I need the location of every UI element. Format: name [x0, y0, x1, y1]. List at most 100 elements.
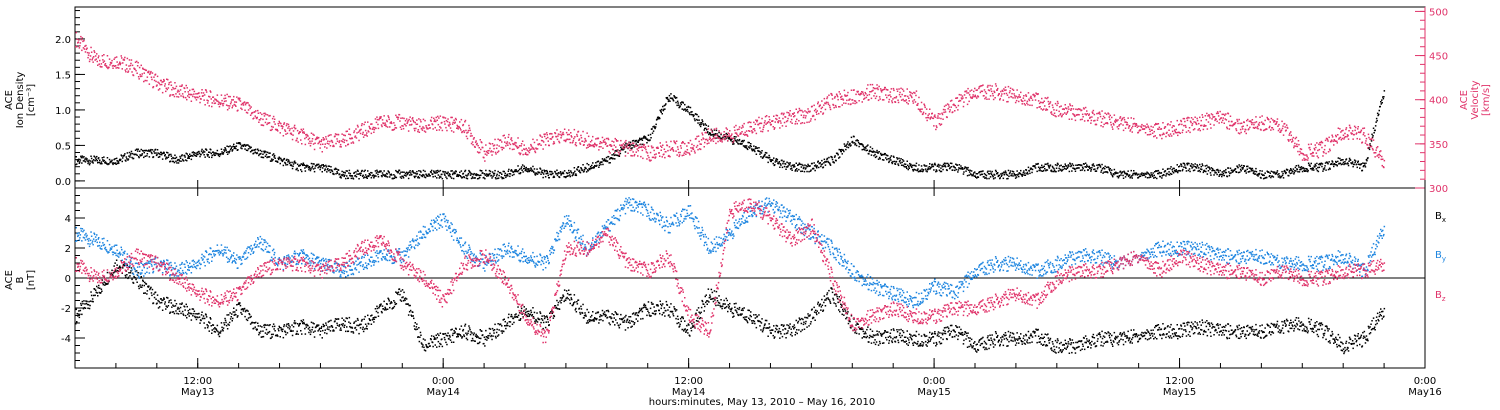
velocity-point	[170, 84, 173, 86]
velocity-point	[518, 145, 521, 147]
velocity-point	[1182, 117, 1185, 120]
velocity-point	[574, 136, 576, 138]
velocity-point	[127, 71, 129, 73]
velocity-point	[776, 114, 779, 117]
density-point	[327, 168, 329, 170]
density-point	[1186, 164, 1189, 166]
density-point	[613, 153, 615, 155]
velocity-point	[837, 98, 839, 101]
velocity-point	[930, 117, 932, 119]
velocity-point	[738, 128, 740, 130]
velocity-point	[152, 86, 154, 89]
density-point	[121, 155, 123, 157]
velocity-point	[158, 88, 161, 90]
density-point	[190, 155, 192, 157]
density-point	[407, 177, 410, 180]
velocity-point	[109, 64, 111, 66]
density-point	[533, 171, 535, 174]
velocity-point	[136, 65, 139, 67]
density-point	[380, 174, 383, 177]
velocity-point	[321, 139, 323, 141]
velocity-point	[636, 148, 638, 150]
density-point	[736, 141, 738, 143]
density-point	[96, 155, 98, 158]
velocity-point	[583, 144, 585, 146]
velocity-point	[154, 73, 157, 76]
density-point	[910, 165, 913, 168]
velocity-point	[1084, 113, 1086, 115]
density-point	[84, 158, 86, 160]
velocity-point	[740, 132, 742, 135]
velocity-point	[151, 72, 154, 74]
density-point	[1269, 175, 1271, 177]
density-point	[735, 136, 737, 138]
density-point	[1241, 166, 1243, 169]
density-point	[1144, 172, 1146, 175]
velocity-point	[1094, 119, 1096, 122]
density-point	[919, 169, 922, 172]
velocity-point	[435, 116, 437, 119]
velocity-point	[852, 102, 854, 104]
velocity-point	[350, 142, 353, 144]
velocity-point	[803, 122, 806, 124]
velocity-point	[571, 136, 573, 138]
density-point	[1372, 135, 1374, 137]
velocity-point	[1013, 95, 1016, 97]
density-point	[1049, 165, 1051, 167]
velocity-point	[234, 101, 236, 103]
density-point	[290, 164, 293, 167]
velocity-point	[677, 151, 680, 154]
density-point	[419, 170, 422, 172]
density-point	[1083, 169, 1086, 172]
density-point	[309, 169, 312, 172]
velocity-point	[799, 109, 802, 112]
density-point	[586, 162, 588, 165]
density-point	[175, 160, 177, 163]
velocity-point	[262, 124, 265, 127]
density-point	[714, 133, 717, 135]
velocity-point	[907, 95, 909, 98]
velocity-point	[346, 139, 348, 142]
velocity-point	[134, 68, 136, 70]
velocity-point	[854, 100, 857, 102]
density-point	[359, 172, 361, 175]
density-point	[1106, 171, 1109, 174]
velocity-point	[1225, 113, 1227, 115]
velocity-point	[78, 39, 80, 41]
velocity-point	[256, 116, 258, 119]
density-point	[218, 153, 220, 155]
velocity-point	[146, 76, 149, 78]
density-point	[425, 173, 427, 175]
density-point	[885, 154, 887, 156]
velocity-point	[1026, 100, 1029, 103]
density-point	[1149, 174, 1151, 177]
density-point	[1172, 167, 1174, 170]
velocity-point	[816, 110, 818, 112]
density-point	[435, 170, 437, 172]
velocity-point	[461, 130, 464, 133]
y-tick-label-b: -2	[61, 304, 71, 315]
density-point	[689, 113, 691, 116]
density-point	[173, 161, 176, 164]
velocity-point	[926, 116, 929, 119]
velocity-point	[535, 148, 538, 150]
velocity-point	[986, 98, 988, 100]
velocity-point	[1116, 126, 1119, 128]
density-point	[1132, 174, 1134, 176]
velocity-point	[190, 93, 192, 96]
velocity-point	[293, 124, 296, 127]
velocity-point	[556, 138, 559, 141]
velocity-point	[513, 143, 516, 145]
velocity-point	[1120, 123, 1122, 125]
density-point	[227, 151, 229, 153]
density-point	[915, 165, 917, 167]
velocity-point	[91, 59, 93, 61]
velocity-point	[493, 144, 496, 146]
velocity-point	[1162, 132, 1165, 135]
velocity-point	[1117, 128, 1120, 130]
density-point	[1239, 165, 1241, 168]
velocity-point	[408, 124, 411, 126]
velocity-point	[389, 126, 391, 128]
density-point	[901, 159, 904, 161]
velocity-point	[336, 138, 338, 140]
